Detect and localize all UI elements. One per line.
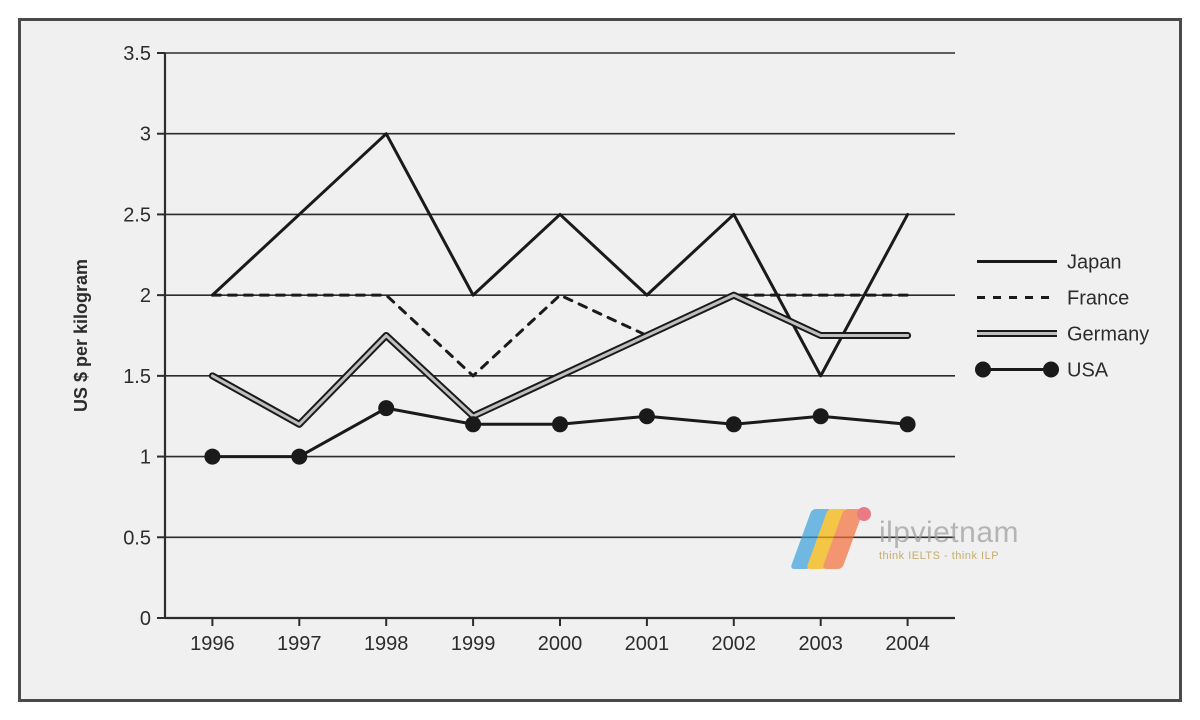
x-tick-label: 2002 <box>712 633 757 655</box>
legend-label-germany: Germany <box>1067 323 1149 345</box>
y-tick-label: 1.5 <box>123 365 151 387</box>
series-usa-marker <box>204 448 220 464</box>
line-chart: 0 0.5 1 1.5 2 2.5 3 3.5 1996 1997 1998 1999 2000 2001… <box>35 33 1165 688</box>
series-usa-marker <box>900 416 916 432</box>
series-usa-marker <box>813 408 829 424</box>
series-usa-marker <box>378 400 394 416</box>
y-tick-label: 2.5 <box>123 204 151 226</box>
legend-label-france: France <box>1067 287 1129 309</box>
series-usa-marker <box>726 416 742 432</box>
legend-label-japan: Japan <box>1067 251 1122 273</box>
y-tick-label: 0.5 <box>123 527 151 549</box>
x-tick-label: 1999 <box>451 633 496 655</box>
y-tick-label: 2 <box>140 285 151 307</box>
y-tick-label: 1 <box>140 446 151 468</box>
series-usa-marker <box>552 416 568 432</box>
x-tick-label: 2004 <box>885 633 930 655</box>
x-tick-label: 1998 <box>364 633 409 655</box>
series-germany-inner <box>212 295 907 424</box>
series-usa <box>212 408 907 456</box>
y-tick-label: 3.5 <box>123 43 151 65</box>
series-usa-marker <box>639 408 655 424</box>
y-axis-label: US $ per kilogram <box>71 258 91 411</box>
x-tick-label: 1997 <box>277 633 322 655</box>
series-france <box>212 295 907 376</box>
outer-frame: 0 0.5 1 1.5 2 2.5 3 3.5 1996 1997 1998 1999 2000 2001… <box>0 0 1200 720</box>
series-usa-marker <box>291 448 307 464</box>
legend-label-usa: USA <box>1067 359 1109 381</box>
x-tick-label: 2001 <box>625 633 670 655</box>
series-usa-marker <box>465 416 481 432</box>
x-tick-label: 2000 <box>538 633 583 655</box>
x-tick-label: 2003 <box>798 633 843 655</box>
y-tick-label: 3 <box>140 123 151 145</box>
y-tick-label: 0 <box>140 608 151 630</box>
x-tick-label: 1996 <box>190 633 235 655</box>
chart-svg: 0 0.5 1 1.5 2 2.5 3 3.5 1996 1997 1998 1999 2000 2001… <box>35 33 1165 683</box>
chart-frame: 0 0.5 1 1.5 2 2.5 3 3.5 1996 1997 1998 1999 2000 2001… <box>18 18 1182 702</box>
series-japan <box>212 133 907 375</box>
